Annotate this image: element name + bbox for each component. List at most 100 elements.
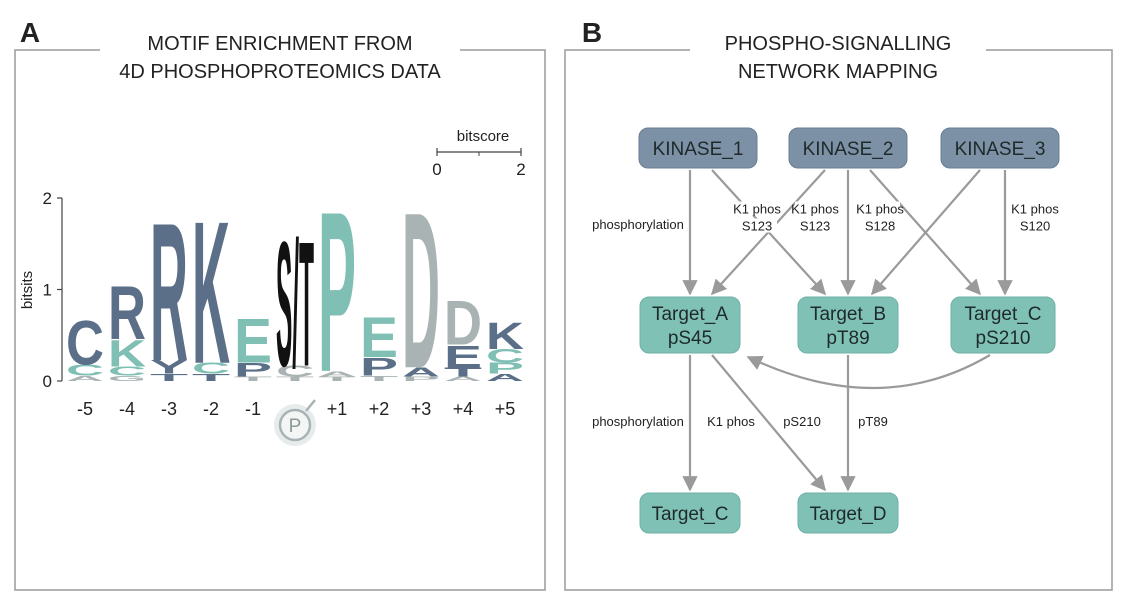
edge-label: S128 — [865, 219, 895, 234]
logo-letter: Y — [150, 357, 188, 378]
logo-letter: T — [276, 375, 314, 382]
logo-letter: C — [66, 307, 104, 378]
edge-label: K1 phos — [733, 202, 781, 217]
logo-letter: T — [360, 374, 398, 382]
position-label: +1 — [327, 399, 348, 419]
panel-title: 4D PHOSPHOPROTEOMICS DATA — [119, 61, 441, 83]
edge-label-bg — [860, 218, 900, 233]
logo-letter: E — [444, 339, 482, 375]
logo-letter: K — [108, 332, 146, 375]
title-gap — [100, 28, 460, 83]
logo-letter: S/T — [276, 204, 314, 404]
y-tick-label: 0 — [43, 372, 52, 391]
logo-letter: K — [486, 315, 524, 358]
position-label: +3 — [411, 399, 432, 419]
edge-label: K1 phos — [1011, 202, 1059, 217]
logo-letter: P — [318, 165, 356, 420]
target-node — [950, 296, 1056, 354]
logo-letter: T — [150, 372, 188, 383]
edge-label: pS210 — [783, 414, 821, 429]
logo-letter: P — [360, 353, 398, 381]
node-label: Target_B — [810, 304, 886, 325]
edge-label: K1 phos — [791, 202, 839, 217]
node-label: Target_D — [809, 504, 886, 525]
edge-label-bg — [1015, 201, 1055, 216]
logo-letter: C — [192, 360, 230, 377]
node-label: Target_C — [651, 504, 728, 525]
position-label: +4 — [453, 399, 474, 419]
edge-label: pT89 — [858, 414, 888, 429]
edge-label: K1 phos — [707, 414, 755, 429]
y-tick-label: 2 — [43, 189, 52, 208]
edge-label-bg — [795, 218, 835, 233]
logo-letter: C — [486, 346, 524, 367]
title-gap — [690, 28, 986, 83]
panel-title: NETWORK MAPPING — [738, 61, 938, 83]
kinase-node — [940, 127, 1060, 169]
logo-letter: P — [234, 359, 272, 380]
logo-letter: A — [318, 370, 356, 378]
target-node — [639, 296, 741, 354]
logo-letter: K — [192, 179, 230, 406]
phospho-stem — [305, 399, 316, 412]
position-label: -3 — [161, 399, 177, 419]
logo-letter: D — [444, 287, 482, 358]
edge-label: K1 phos — [856, 202, 904, 217]
scale-tick-label: 2 — [516, 160, 525, 179]
node-label: KINASE_1 — [653, 139, 744, 160]
logo-letter: A — [444, 375, 482, 382]
logo-letter: R — [150, 183, 188, 402]
logo-letter: R — [108, 270, 146, 355]
position-label: +2 — [369, 399, 390, 419]
node-label: KINASE_3 — [955, 139, 1046, 160]
logo-letter: C — [108, 364, 146, 378]
edge — [746, 354, 991, 390]
edge — [870, 169, 981, 296]
logo-letter: P — [402, 375, 440, 382]
y-tick-label: 1 — [43, 281, 52, 300]
position-label: +5 — [495, 399, 516, 419]
edge-label-bg — [860, 201, 900, 216]
scale-tick-label: 0 — [432, 160, 441, 179]
phospho-symbol: P — [289, 416, 302, 437]
kinase-node — [788, 127, 908, 169]
node-label: pS210 — [976, 328, 1031, 349]
logo-letter: T — [444, 365, 482, 379]
panel-title: MOTIF ENRICHMENT FROM — [147, 33, 412, 55]
edge-label: S123 — [800, 219, 830, 234]
logo-letter: A — [486, 372, 524, 383]
logo-letter: G — [108, 374, 146, 382]
edge-label-bg — [737, 201, 777, 216]
target-node — [797, 492, 899, 534]
node-label: KINASE_2 — [803, 139, 894, 160]
edge-label: S123 — [742, 219, 772, 234]
node-label: Target_C — [964, 304, 1041, 325]
logo-letter: A — [402, 365, 440, 379]
position-label: -5 — [77, 399, 93, 419]
position-label: -2 — [203, 399, 219, 419]
edge-label-bg — [1015, 218, 1055, 233]
node-label: Target_A — [652, 304, 728, 325]
edge-label: phosphorylation — [592, 414, 684, 429]
logo-letter: D — [402, 166, 440, 415]
position-label: -1 — [245, 399, 261, 419]
edge — [711, 354, 826, 492]
panel-title: PHOSPHO-SIGNALLING — [725, 33, 952, 55]
logo-letter: T — [318, 375, 356, 382]
panel-label: A — [20, 17, 40, 48]
scale-label: bitscore — [457, 128, 510, 145]
edge-label: S120 — [1020, 219, 1050, 234]
y-axis-label: bitsits — [19, 271, 36, 309]
logo-letter: C — [66, 362, 104, 379]
logo-letter: A — [66, 374, 104, 382]
logo-letter: T — [192, 372, 230, 383]
edge-label-bg — [853, 414, 893, 428]
node-label: pS45 — [668, 328, 712, 349]
edge-label-bg — [711, 414, 751, 428]
logo-letter: E — [360, 306, 398, 370]
logo-letter: P — [486, 360, 524, 377]
target-node — [797, 296, 899, 354]
node-label: pT89 — [826, 328, 869, 349]
logo-letter: E — [234, 305, 272, 376]
